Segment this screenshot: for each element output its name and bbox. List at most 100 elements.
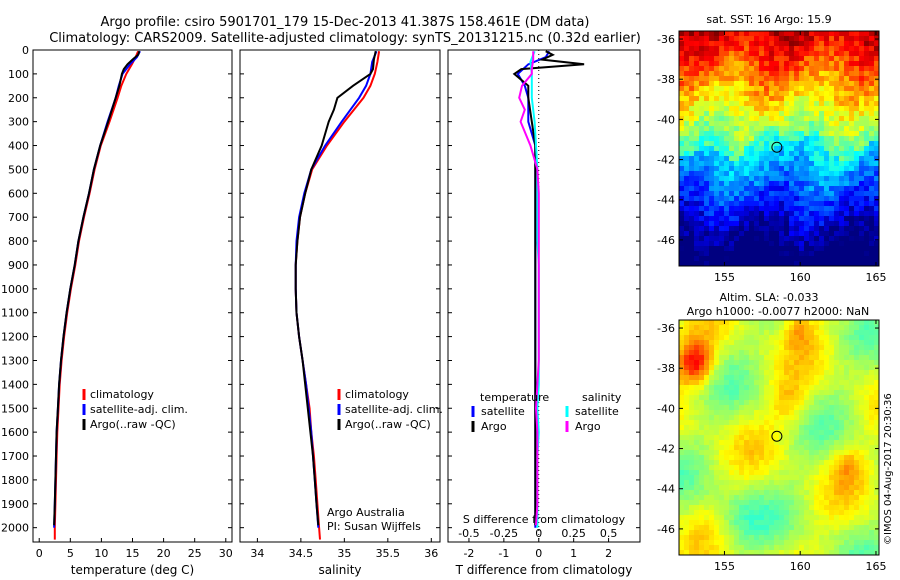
map-cell: [744, 166, 750, 172]
map-cell: [764, 545, 770, 551]
map-cell: [764, 226, 770, 232]
map-cell: [859, 320, 865, 326]
map-cell: [754, 46, 760, 52]
map-cell: [804, 261, 810, 267]
map-cell: [719, 146, 725, 152]
map-cell: [694, 46, 700, 52]
map-cell: [734, 201, 740, 207]
map-cell: [684, 320, 690, 326]
map-cell: [689, 450, 695, 456]
map-cell: [824, 340, 830, 346]
map-cell: [699, 161, 705, 167]
map-cell: [809, 485, 815, 491]
map-cell: [734, 500, 740, 506]
map-cell: [769, 340, 775, 346]
map-cell: [804, 181, 810, 187]
map-cell: [749, 181, 755, 187]
map-cell: [739, 545, 745, 551]
map-cell: [759, 56, 765, 62]
map-cell: [849, 116, 855, 122]
map-cell: [849, 435, 855, 441]
map-cell: [679, 41, 685, 47]
map-cell: [724, 206, 730, 212]
map-cell: [869, 151, 875, 157]
map-cell: [809, 480, 815, 486]
map-cell: [839, 261, 845, 267]
map-cell: [864, 221, 870, 227]
map-cell: [844, 66, 850, 72]
map-cell: [719, 425, 725, 431]
map-cell: [814, 176, 820, 182]
map-cell: [834, 96, 840, 102]
map-cell: [744, 101, 750, 107]
map-cell: [779, 196, 785, 202]
map-cell: [779, 86, 785, 92]
map-cell: [684, 395, 690, 401]
map-cell: [849, 241, 855, 247]
map-cell: [679, 345, 685, 351]
map-cell: [874, 420, 880, 426]
map-cell: [799, 530, 805, 536]
map-cell: [784, 510, 790, 516]
map-cell: [714, 375, 720, 381]
map-cell: [824, 206, 830, 212]
map-cell: [844, 375, 850, 381]
map-cell: [869, 166, 875, 172]
map-cell: [869, 475, 875, 481]
map-cell: [699, 196, 705, 202]
map-cell: [679, 231, 685, 237]
map-cell: [864, 405, 870, 411]
map-cell: [724, 231, 730, 237]
map-cell: [854, 390, 860, 396]
map-cell: [729, 335, 735, 341]
map-cell: [719, 156, 725, 162]
map-cell: [764, 261, 770, 267]
map-cell: [809, 126, 815, 132]
map-cell: [694, 415, 700, 421]
plot-frame: [239, 49, 441, 543]
map-cell: [679, 360, 685, 366]
map-cell: [839, 495, 845, 501]
map-cell: [744, 66, 750, 72]
map-cell: [819, 410, 825, 416]
map-cell: [859, 365, 865, 371]
map-cell: [799, 495, 805, 501]
map-cell: [709, 221, 715, 227]
map-cell: [874, 495, 880, 501]
map-cell: [754, 450, 760, 456]
map-cell: [824, 380, 830, 386]
map-cell: [724, 365, 730, 371]
map-cell: [779, 161, 785, 167]
map-cell: [799, 106, 805, 112]
map-cell: [844, 151, 850, 157]
map-cell: [749, 460, 755, 466]
map-cell: [864, 116, 870, 122]
map-cell: [729, 51, 735, 57]
map-cell: [824, 61, 830, 67]
map-cell: [824, 256, 830, 262]
map-cell: [784, 395, 790, 401]
map-cell: [714, 61, 720, 67]
map-cell: [804, 176, 810, 182]
map-cell: [784, 375, 790, 381]
map-cell: [819, 106, 825, 112]
map-cell: [819, 365, 825, 371]
map-cell: [709, 500, 715, 506]
map-cell: [689, 405, 695, 411]
map-cell: [809, 540, 815, 546]
map-cell: [719, 395, 725, 401]
map-cell: [734, 470, 740, 476]
map-cell: [744, 121, 750, 127]
map-cell: [819, 126, 825, 132]
map-cell: [764, 116, 770, 122]
map-cell: [784, 151, 790, 157]
map-cell: [789, 535, 795, 541]
map-cell: [684, 71, 690, 77]
map-cell: [864, 66, 870, 72]
map-cell: [844, 86, 850, 92]
map-cell: [804, 106, 810, 112]
map-cell: [774, 171, 780, 177]
map-cell: [734, 425, 740, 431]
map-cell: [754, 116, 760, 122]
map-cell: [799, 256, 805, 262]
